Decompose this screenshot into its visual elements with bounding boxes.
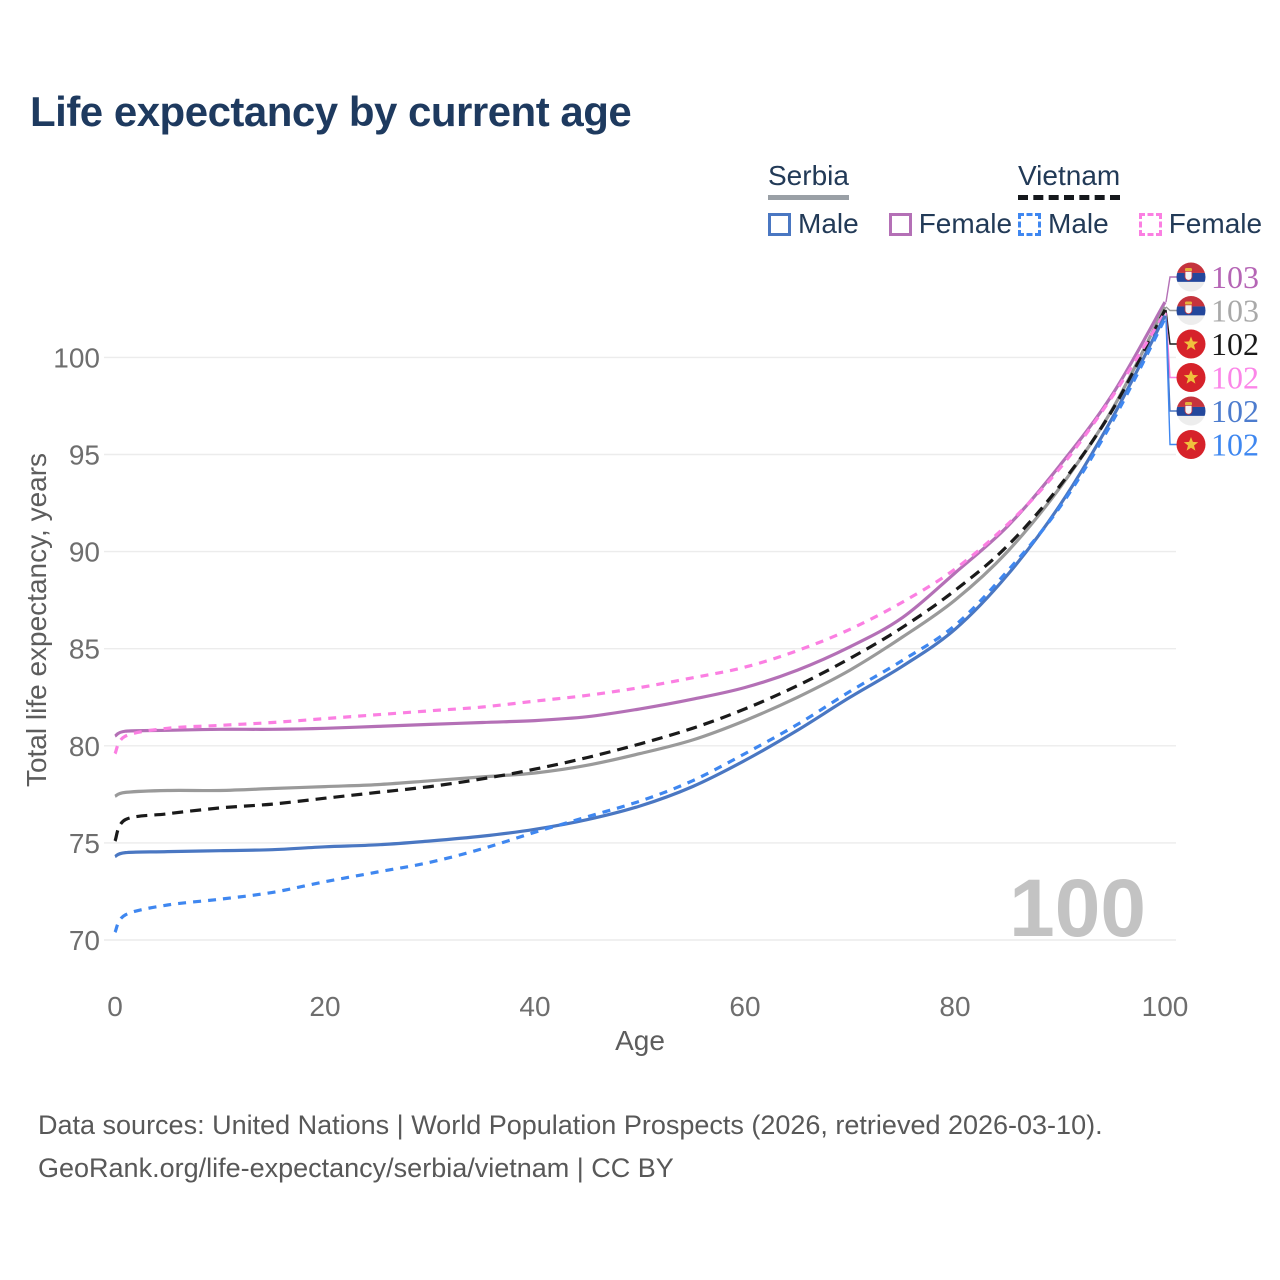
y-axis-label: Total life expectancy, years bbox=[21, 453, 52, 787]
serbia-male-swatch-icon bbox=[768, 212, 791, 236]
flag-serbia-icon bbox=[1176, 296, 1206, 325]
line-vietnam-male bbox=[113, 317, 1167, 934]
x-tick-20: 20 bbox=[309, 991, 340, 1022]
vietnam-female-swatch-icon bbox=[1138, 212, 1162, 236]
age-watermark: 100 bbox=[1009, 863, 1146, 954]
legend-item-serbia-female[interactable]: Female bbox=[888, 208, 1013, 240]
legend-vietnam-title: Vietnam bbox=[1018, 160, 1121, 200]
leader-vietnam-male bbox=[1165, 318, 1177, 446]
leader-serbia-total bbox=[1165, 306, 1177, 312]
x-axis-label: Age bbox=[615, 1025, 665, 1056]
flag-serbia-icon bbox=[1176, 262, 1206, 292]
end-value-vietnam-male: 102 bbox=[1211, 427, 1259, 463]
line-serbia-female bbox=[114, 301, 1167, 738]
legend: Serbia Male Female Vietnam Male bbox=[0, 160, 1280, 240]
x-tick-40: 40 bbox=[519, 991, 550, 1022]
legend-group-vietnam: Vietnam Male Female bbox=[1018, 160, 1262, 240]
legend-item-serbia-male[interactable]: Male bbox=[768, 208, 859, 240]
footer: Data sources: United Nations | World Pop… bbox=[38, 1104, 1103, 1190]
y-tick-90: 90 bbox=[69, 537, 100, 568]
legend-label-vietnam-female: Female bbox=[1168, 208, 1263, 239]
legend-item-vietnam-male[interactable]: Male bbox=[1018, 208, 1109, 240]
flag-serbia-icon bbox=[1176, 396, 1206, 426]
x-tick-0: 0 bbox=[107, 991, 123, 1022]
y-tick-100: 100 bbox=[53, 342, 100, 373]
legend-item-vietnam-female[interactable]: Female bbox=[1138, 208, 1263, 240]
y-tick-85: 85 bbox=[69, 634, 100, 665]
legend-label-serbia-female: Female bbox=[918, 208, 1013, 239]
x-tick-100: 100 bbox=[1142, 991, 1189, 1022]
end-value-vietnam-female: 102 bbox=[1211, 360, 1259, 396]
page-title: Life expectancy by current age bbox=[30, 88, 632, 135]
x-tick-80: 80 bbox=[939, 991, 970, 1022]
legend-group-serbia: Serbia Male Female bbox=[768, 160, 1012, 240]
legend-label-serbia-male: Male bbox=[798, 208, 859, 239]
legend-label-vietnam-male: Male bbox=[1048, 208, 1109, 239]
serbia-female-swatch-icon bbox=[888, 212, 912, 236]
footer-attribution: GeoRank.org/life-expectancy/serbia/vietn… bbox=[38, 1153, 674, 1183]
line-vietnam-total bbox=[113, 309, 1167, 842]
end-value-serbia-male: 102 bbox=[1211, 393, 1259, 429]
leader-vietnam-total bbox=[1165, 309, 1177, 345]
y-tick-80: 80 bbox=[69, 731, 100, 762]
line-serbia-male bbox=[114, 314, 1167, 858]
line-vietnam-female bbox=[113, 311, 1167, 755]
flag-vietnam-icon bbox=[1176, 363, 1206, 392]
leader-serbia-female bbox=[1165, 276, 1177, 303]
line-serbia-total bbox=[114, 306, 1167, 798]
end-value-vietnam-total: 102 bbox=[1211, 326, 1259, 362]
legend-serbia-items: Male Female bbox=[768, 208, 1012, 240]
footer-sources: Data sources: United Nations | World Pop… bbox=[38, 1110, 1103, 1140]
legend-vietnam-items: Male Female bbox=[1018, 208, 1262, 240]
x-tick-60: 60 bbox=[729, 991, 760, 1022]
flag-vietnam-icon bbox=[1176, 329, 1206, 359]
end-value-serbia-total: 103 bbox=[1211, 293, 1259, 329]
y-tick-70: 70 bbox=[69, 925, 100, 956]
y-tick-75: 75 bbox=[69, 828, 100, 859]
flag-vietnam-icon bbox=[1176, 430, 1206, 459]
end-value-serbia-female: 103 bbox=[1211, 259, 1259, 295]
vietnam-male-swatch-icon bbox=[1018, 212, 1041, 236]
y-tick-95: 95 bbox=[69, 440, 100, 471]
legend-serbia-title: Serbia bbox=[768, 160, 849, 200]
